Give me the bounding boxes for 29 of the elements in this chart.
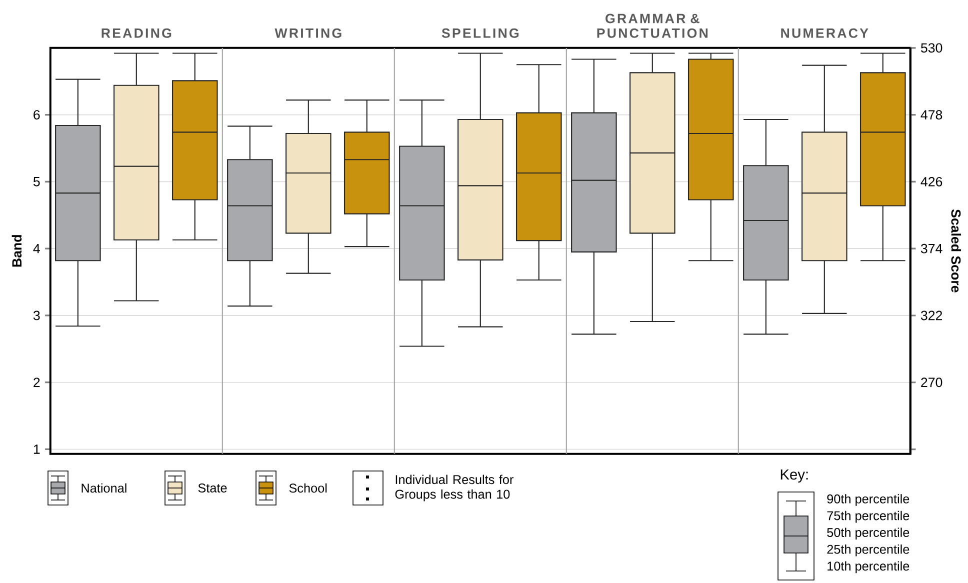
y-tick-label: 5 [33,177,40,186]
text: 90th percentile [827,494,910,506]
legend-label: School [289,483,327,493]
legend-label: National [82,483,126,493]
text: Individual Results for Groups less than 10 [395,474,514,502]
y-tick-label: 3 [33,310,40,320]
legend-label: State [198,484,227,492]
y2-tick-label: 426 [920,176,942,186]
text: 10th percentile [828,561,910,574]
y2-tick-label: 270 [921,378,942,388]
x-tick-label: NUMERACY [781,28,868,38]
text: 50th percentile [827,528,910,540]
y2-tick-label: 374 [920,244,942,254]
y-tick-label: 1 [34,444,40,454]
y2-axis-title: Scaled Score [951,209,962,292]
y-tick-label: 4 [33,244,40,254]
y2-tick-label: 478 [920,110,942,120]
y2-tick-label: 322 [920,310,942,320]
text: 25th percentile [827,544,910,556]
y2-tick-label: 530 [920,43,942,53]
x-tick-label: READING [102,28,172,38]
y-tick-label: 6 [34,110,40,120]
text: 75th percentile [827,510,910,523]
y-axis-title: Band [12,235,22,267]
x-tick-label: WRITING [274,28,342,38]
text: Key: [780,469,808,483]
x-tick-label: GRAMMAR & PUNCTUATION [597,14,708,38]
x-tick-label: SPELLING [442,28,519,38]
y-tick-label: 2 [34,378,40,387]
